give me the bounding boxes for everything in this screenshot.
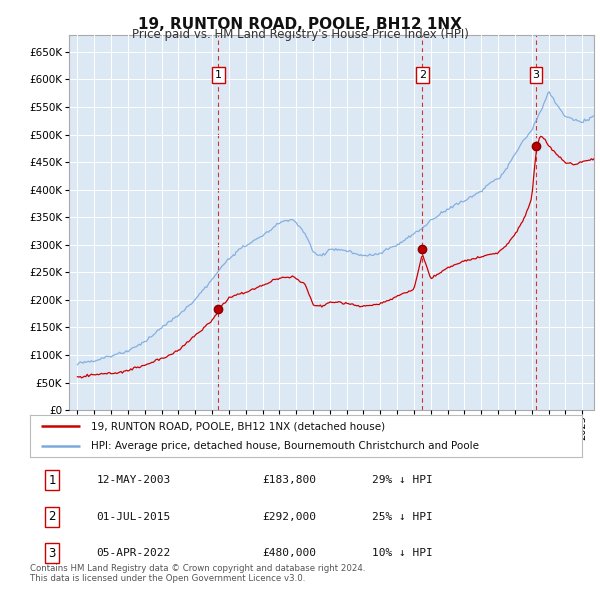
- Text: 05-APR-2022: 05-APR-2022: [96, 549, 170, 558]
- Text: 2: 2: [419, 70, 426, 80]
- Text: 19, RUNTON ROAD, POOLE, BH12 1NX: 19, RUNTON ROAD, POOLE, BH12 1NX: [138, 17, 462, 31]
- Text: 25% ↓ HPI: 25% ↓ HPI: [372, 512, 433, 522]
- Text: £183,800: £183,800: [262, 476, 316, 485]
- Text: £480,000: £480,000: [262, 549, 316, 558]
- Text: 1: 1: [215, 70, 222, 80]
- Text: 3: 3: [49, 547, 56, 560]
- Text: 29% ↓ HPI: 29% ↓ HPI: [372, 476, 433, 485]
- Text: 19, RUNTON ROAD, POOLE, BH12 1NX (detached house): 19, RUNTON ROAD, POOLE, BH12 1NX (detach…: [91, 421, 385, 431]
- Text: 3: 3: [533, 70, 539, 80]
- Text: HPI: Average price, detached house, Bournemouth Christchurch and Poole: HPI: Average price, detached house, Bour…: [91, 441, 479, 451]
- Text: 12-MAY-2003: 12-MAY-2003: [96, 476, 170, 485]
- Text: £292,000: £292,000: [262, 512, 316, 522]
- Text: Contains HM Land Registry data © Crown copyright and database right 2024.
This d: Contains HM Land Registry data © Crown c…: [30, 563, 365, 583]
- Text: 1: 1: [49, 474, 56, 487]
- Text: 10% ↓ HPI: 10% ↓ HPI: [372, 549, 433, 558]
- Text: 2: 2: [49, 510, 56, 523]
- Text: 01-JUL-2015: 01-JUL-2015: [96, 512, 170, 522]
- Text: Price paid vs. HM Land Registry's House Price Index (HPI): Price paid vs. HM Land Registry's House …: [131, 28, 469, 41]
